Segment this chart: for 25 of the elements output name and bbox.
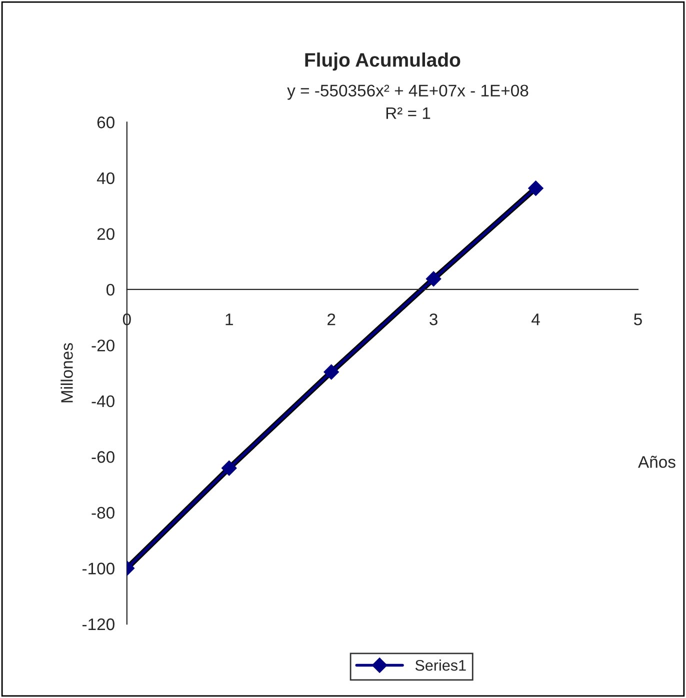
y-axis-title: Millones — [60, 343, 73, 402]
point — [426, 271, 442, 286]
x-tick-label: 4 — [532, 314, 540, 326]
y-tick-label: -100 — [82, 562, 114, 574]
text: y = -550356x² + 4E+07x - 1E+08 — [287, 84, 528, 100]
point — [222, 460, 237, 476]
y-tick-label: -40 — [92, 395, 114, 408]
x-tick-label: 1 — [226, 314, 233, 326]
y-tick-label: 40 — [96, 172, 114, 184]
legend-label: Series1 — [415, 660, 466, 671]
x-tick-label: 2 — [328, 313, 336, 326]
text: R² = 1 — [386, 107, 430, 119]
y-tick-label: 60 — [97, 116, 114, 128]
chart-title: Flujo Acumulado — [305, 52, 460, 71]
y-tick-label: 20 — [97, 228, 114, 240]
y-tick-label: -120 — [82, 618, 114, 630]
x-axis-title: Años — [638, 456, 676, 468]
y-tick-label: -60 — [92, 451, 114, 463]
y-tick-label: -80 — [92, 506, 114, 519]
x-tick-label: 3 — [430, 313, 438, 326]
point — [528, 180, 544, 196]
x-tick-label: 5 — [634, 314, 642, 326]
y-tick-label: -20 — [92, 340, 114, 352]
point — [324, 364, 339, 380]
y-tick-label: 0 — [106, 284, 114, 296]
